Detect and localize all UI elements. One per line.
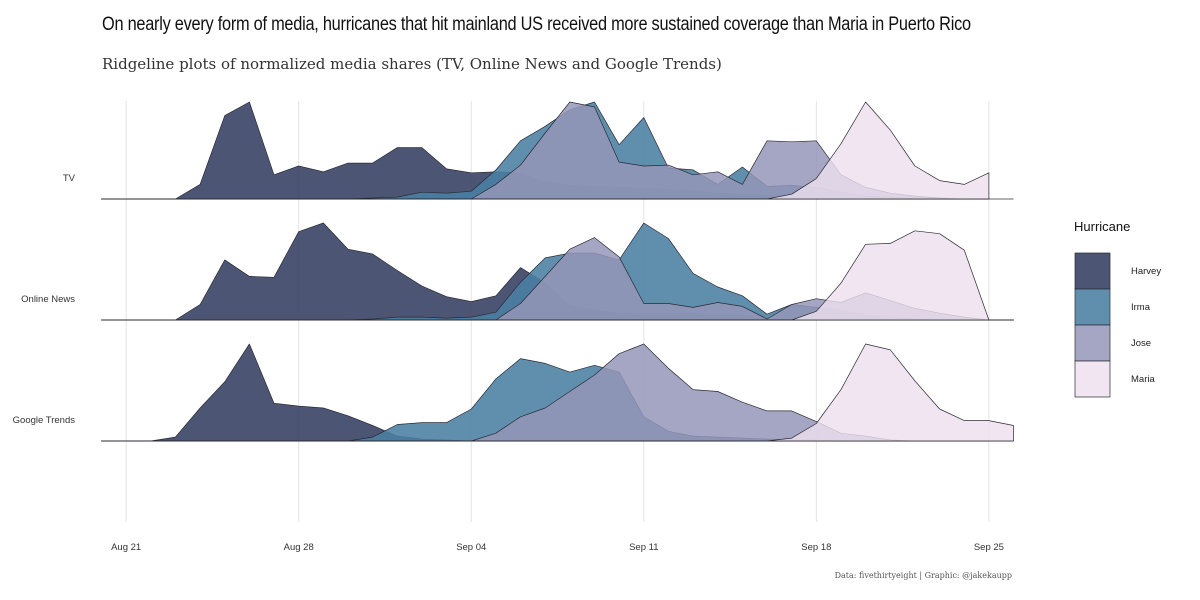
chart-title: On nearly every form of media, hurricane… [102, 14, 971, 35]
legend-swatch-jose [1074, 324, 1111, 362]
x-tick-label: Aug 21 [111, 542, 141, 553]
ridge-row [101, 222, 1014, 321]
legend-swatch-irma [1074, 288, 1111, 326]
ridge-row [101, 101, 1014, 200]
row-label: TV [63, 173, 76, 184]
x-tick-label: Sep 18 [801, 542, 831, 553]
ridge-area-maria [101, 101, 990, 200]
chart-subtitle: Ridgeline plots of normalized media shar… [102, 55, 722, 73]
legend-label: Jose [1131, 338, 1151, 349]
x-tick-label: Sep 11 [629, 542, 658, 553]
x-tick-label: Sep 04 [456, 542, 486, 553]
legend-label: Maria [1131, 374, 1155, 385]
ridge-row [101, 343, 1014, 442]
legend: Hurricane Harvey Irma Jose Maria [1074, 219, 1161, 398]
legend-swatch-harvey [1074, 252, 1111, 290]
x-tick-label: Aug 28 [284, 542, 314, 553]
row-labels: TV Online News Google Trends [13, 173, 76, 426]
legend-label: Irma [1131, 302, 1151, 313]
legend-title: Hurricane [1074, 219, 1130, 234]
ridge-area-maria [101, 343, 1014, 442]
legend-label: Harvey [1131, 266, 1161, 277]
ridges [101, 101, 1014, 442]
row-label: Online News [21, 294, 75, 305]
legend-swatch-maria [1074, 360, 1111, 398]
ridge-area-maria [101, 230, 1014, 321]
row-label: Google Trends [13, 415, 76, 426]
caption: Data: fivethirtyeight | Graphic: @jakeka… [834, 571, 1012, 580]
x-axis-ticks: Aug 21 Aug 28 Sep 04 Sep 11 Sep 18 Sep 25 [111, 542, 1004, 553]
x-tick-label: Sep 25 [974, 542, 1004, 553]
